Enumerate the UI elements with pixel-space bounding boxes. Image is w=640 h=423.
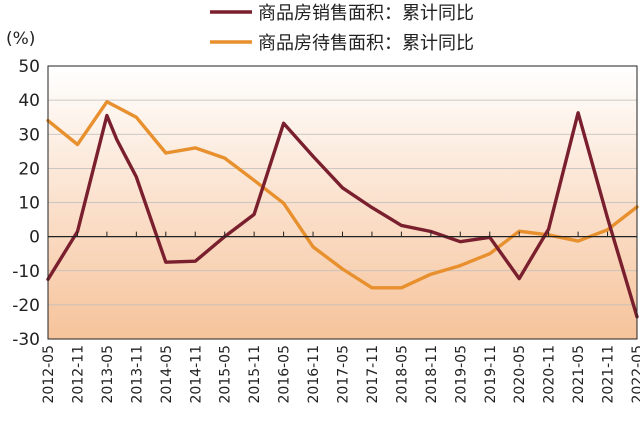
- x-tick-label: 2021-05: [571, 345, 587, 404]
- x-tick-label: 2019-11: [483, 345, 499, 404]
- x-tick-label: 2015-05: [218, 345, 234, 404]
- y-tick-label: -10: [12, 262, 40, 282]
- plot-frame: [47, 65, 638, 340]
- x-tick-label: 2018-11: [424, 345, 440, 404]
- x-tick-label: 2013-05: [100, 345, 116, 404]
- x-tick-label: 2020-11: [542, 345, 558, 404]
- y-tick-label: -30: [12, 330, 40, 350]
- x-axis: 2012-05 2012-11 2013-05 2013-11 2014-05 2014-…: [41, 231, 640, 404]
- legend-label: 商品房待售面积：累计同比: [258, 33, 474, 54]
- y-tick-label: 10: [18, 194, 40, 214]
- x-tick-label: 2016-05: [277, 345, 293, 404]
- y-tick-label: 20: [18, 159, 40, 179]
- y-axis-unit-label: (%): [6, 29, 35, 49]
- x-tick-label: 2018-05: [394, 345, 410, 404]
- series-line: [46, 100, 639, 290]
- x-tick-label: 2012-05: [41, 345, 57, 404]
- y-tick-label: -20: [12, 296, 40, 316]
- y-tick-label: 40: [18, 91, 40, 111]
- y-tick-label: 50: [18, 57, 40, 77]
- x-tick-label: 2017-05: [336, 345, 352, 404]
- x-tick-label: 2013-11: [129, 345, 145, 404]
- y-axis: 50 40 30 20 10 0 -10 -20 -30: [12, 57, 40, 350]
- x-tick-label: 2014-11: [188, 345, 204, 404]
- y-tick-label: 0: [29, 228, 40, 248]
- x-tick-label: 2015-11: [247, 345, 263, 404]
- x-tick-label: 2017-11: [365, 345, 381, 404]
- x-tick-label: 2014-05: [159, 345, 175, 404]
- legend-label: 商品房销售面积：累计同比: [258, 3, 474, 24]
- x-tick-label: 2012-11: [70, 345, 86, 404]
- x-tick-label: 2016-11: [306, 345, 322, 404]
- x-tick-label: 2021-11: [601, 345, 617, 404]
- y-tick-label: 30: [18, 125, 40, 145]
- series-line: [46, 111, 639, 319]
- x-tick-label: 2020-05: [512, 345, 528, 404]
- x-tick-label: 2019-05: [453, 345, 469, 404]
- x-tick-label: 2022-05: [630, 345, 640, 404]
- series-layer: [46, 100, 639, 319]
